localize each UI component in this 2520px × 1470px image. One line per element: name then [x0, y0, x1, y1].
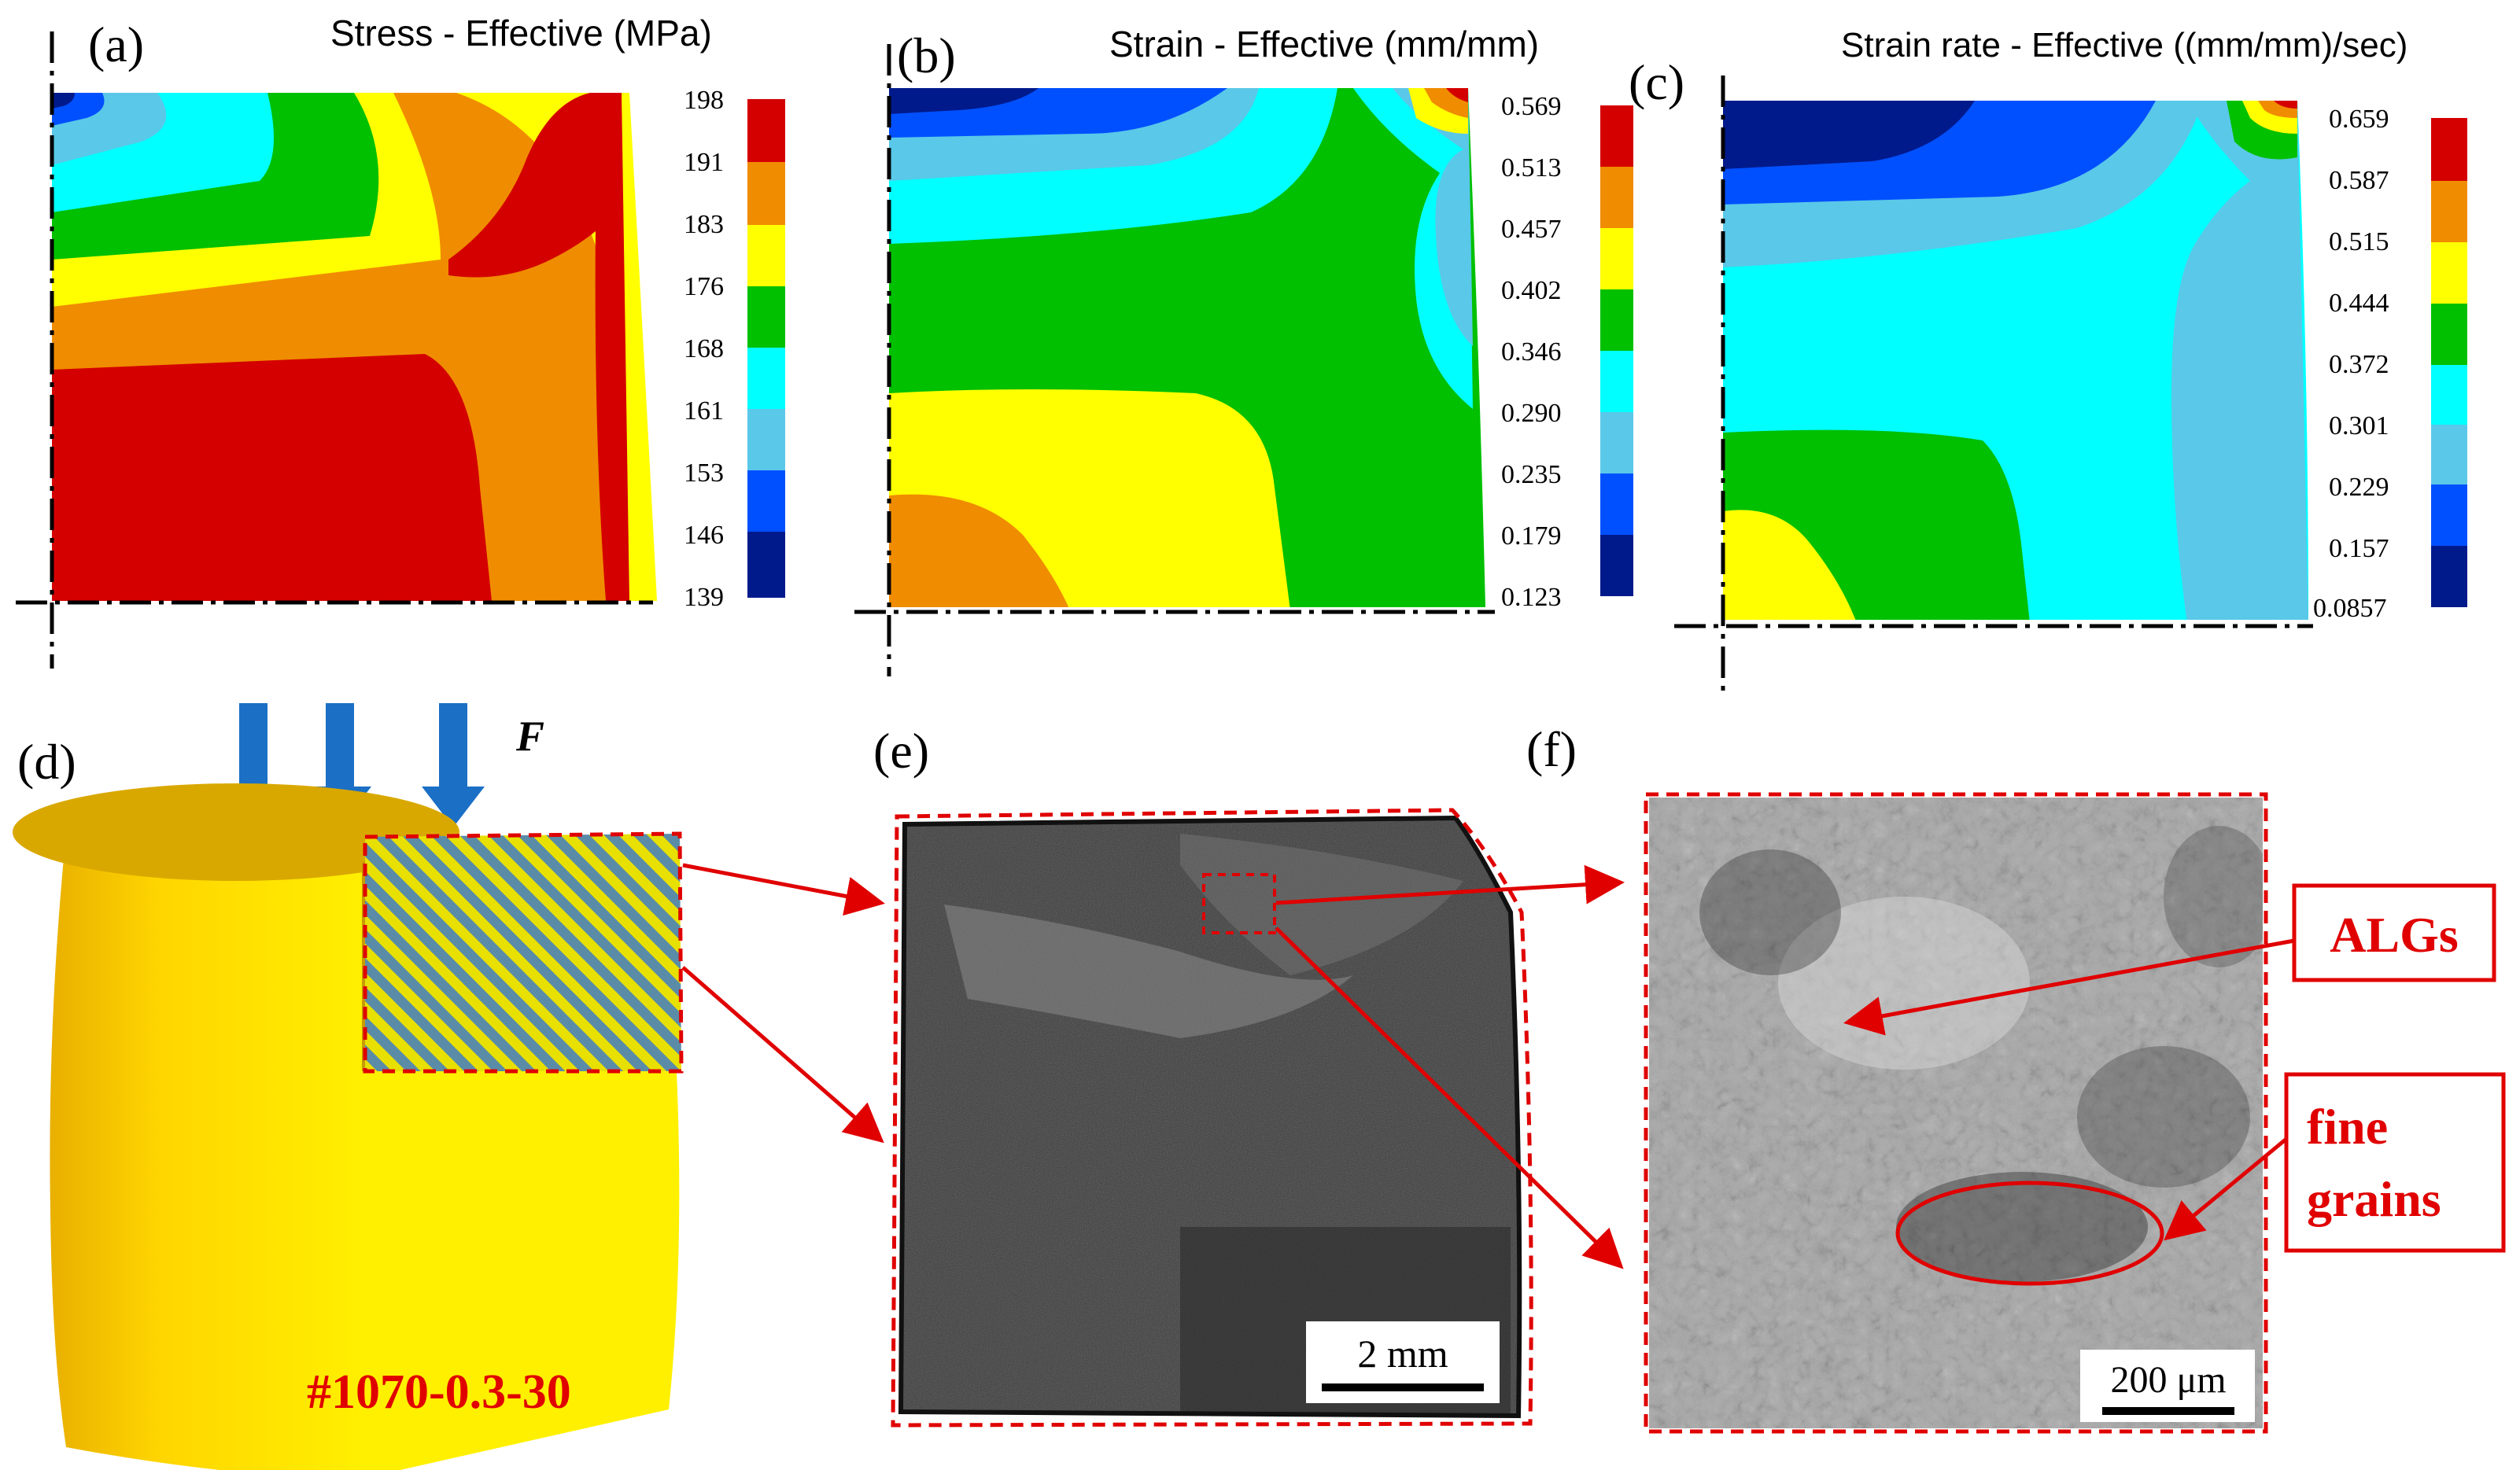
tick-label: 0.659 [2329, 105, 2389, 134]
panel-d-label: (d) [17, 734, 76, 790]
tick-label: 0.290 [1501, 399, 1562, 428]
panel-c-title: Strain rate - Effective ((mm/mm)/sec) [1841, 26, 2407, 64]
stress-contour-plot [52, 93, 657, 601]
tick-label: 0.179 [1501, 521, 1562, 551]
callout-grains-text: grains [2307, 1171, 2441, 1227]
cylinder-sample [13, 783, 684, 1470]
panel-d: (d) F #1070-0.3-30 [13, 703, 684, 1470]
strain-colorbar-ticks: 0.569 0.513 0.457 0.402 0.346 0.290 0.23… [1501, 92, 1562, 612]
macrostructure-image [891, 808, 1533, 1428]
stress-colorbar-ticks: 198 191 183 176 168 161 153 146 139 [684, 86, 724, 612]
tick-label: 191 [684, 148, 724, 177]
tick-label: 0.444 [2329, 289, 2389, 318]
panel-a: (a) Stress - Effective (MPa) [16, 13, 785, 669]
stress-colorbar [747, 99, 785, 598]
panel-b-title: Strain - Effective (mm/mm) [1109, 24, 1539, 64]
callout-fine-grains: fine grains [2164, 1072, 2506, 1253]
tick-label: 0.569 [1501, 92, 1562, 121]
tick-label: 0.301 [2329, 411, 2389, 440]
tick-label: 183 [684, 210, 724, 239]
callout-fine-text: fine [2307, 1099, 2388, 1155]
panel-e: (e) 2 mm [873, 723, 1533, 1428]
panel-b: (b) Strain - Effective (mm/mm) [854, 24, 1633, 676]
tick-label: 161 [684, 396, 724, 426]
panel-c: (c) Strain rate - Effective ((mm/mm)/sec… [1629, 26, 2467, 692]
tick-label: 168 [684, 334, 724, 363]
fine-grains-ellipse [1895, 1181, 2164, 1286]
tick-label: 0.0857 [2313, 594, 2387, 623]
tick-label: 198 [684, 86, 724, 115]
tick-label: 0.229 [2329, 473, 2389, 502]
connector-arrows [681, 863, 1625, 1269]
strain-rate-colorbar-ticks: 0.659 0.587 0.515 0.444 0.372 0.301 0.22… [2313, 105, 2389, 623]
panel-c-label: (c) [1629, 54, 1684, 110]
tick-label: 0.587 [2329, 166, 2389, 195]
tick-label: 176 [684, 272, 724, 301]
tick-label: 0.402 [1501, 276, 1562, 305]
scale-bar-f: 200 μm [2080, 1350, 2255, 1422]
strain-rate-colorbar [2431, 118, 2467, 607]
sample-id: #1070-0.3-30 [307, 1365, 571, 1419]
tick-label: 0.346 [1501, 337, 1562, 367]
panel-a-title: Stress - Effective (MPa) [330, 13, 712, 53]
scale-bar-e-label: 2 mm [1357, 1332, 1448, 1376]
callout-algs-text: ALGs [2330, 907, 2459, 963]
tick-label: 153 [684, 459, 724, 488]
tick-label: 0.157 [2329, 534, 2389, 563]
microstructure-image [1644, 792, 2268, 1434]
tick-label: 0.123 [1501, 583, 1562, 612]
scale-bar-e: 2 mm [1306, 1321, 1500, 1403]
tick-label: 0.513 [1501, 153, 1562, 182]
tick-label: 0.457 [1501, 215, 1562, 244]
tick-label: 139 [684, 583, 724, 612]
tick-label: 0.515 [2329, 227, 2389, 256]
scale-bar-f-label: 200 μm [2110, 1359, 2226, 1401]
strain-colorbar [1600, 105, 1633, 596]
arrow-down-icon [422, 703, 485, 827]
tick-label: 0.235 [1501, 460, 1562, 489]
panel-f: (f) 200 μm ALGs [1526, 721, 2506, 1434]
tick-label: 0.372 [2329, 350, 2389, 379]
panel-a-label: (a) [88, 17, 144, 72]
panel-e-label: (e) [873, 723, 929, 779]
strain-rate-contour-plot [1723, 101, 2308, 620]
callout-algs: ALGs [1843, 883, 2496, 1036]
strain-contour-plot [889, 88, 1485, 607]
tick-label: 146 [684, 521, 724, 550]
force-label: F [515, 713, 544, 760]
panel-b-label: (b) [897, 28, 956, 83]
panel-f-label: (f) [1526, 721, 1577, 777]
